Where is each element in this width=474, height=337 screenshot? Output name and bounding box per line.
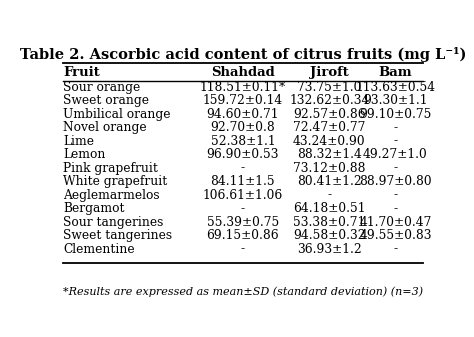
Text: Sweet tangerines: Sweet tangerines xyxy=(63,229,172,242)
Text: Umbilical orange: Umbilical orange xyxy=(63,108,171,121)
Text: 159.72±0.14: 159.72±0.14 xyxy=(203,94,283,107)
Text: -: - xyxy=(241,162,245,175)
Text: 99.10±0.75: 99.10±0.75 xyxy=(359,108,431,121)
Text: Sour orange: Sour orange xyxy=(63,81,140,94)
Text: 92.70±0.8: 92.70±0.8 xyxy=(210,121,275,134)
Text: Lime: Lime xyxy=(63,134,94,148)
Text: Pink grapefruit: Pink grapefruit xyxy=(63,162,158,175)
Text: Clementine: Clementine xyxy=(63,243,135,255)
Text: Shahdad: Shahdad xyxy=(211,66,275,80)
Text: Fruit: Fruit xyxy=(63,66,100,80)
Text: 41.70±0.47: 41.70±0.47 xyxy=(359,216,431,228)
Text: 49.27±1.0: 49.27±1.0 xyxy=(363,148,428,161)
Text: Bam: Bam xyxy=(379,66,412,80)
Text: 132.62±0.34: 132.62±0.34 xyxy=(289,94,369,107)
Text: 84.11±1.5: 84.11±1.5 xyxy=(210,175,275,188)
Text: 64.18±0.51: 64.18±0.51 xyxy=(293,202,365,215)
Text: 106.61±1.06: 106.61±1.06 xyxy=(203,189,283,202)
Text: 94.58±0.32: 94.58±0.32 xyxy=(293,229,365,242)
Text: 118.51±0.11*: 118.51±0.11* xyxy=(200,81,286,94)
Text: -: - xyxy=(393,189,397,202)
Text: 69.15±0.86: 69.15±0.86 xyxy=(207,229,279,242)
Text: -: - xyxy=(393,243,397,255)
Text: -: - xyxy=(393,121,397,134)
Text: -: - xyxy=(393,202,397,215)
Text: 72.47±0.77: 72.47±0.77 xyxy=(293,121,365,134)
Text: Table 2. Ascorbic acid content of citrus fruits (mg L⁻¹): Table 2. Ascorbic acid content of citrus… xyxy=(20,47,466,62)
Text: *Results are expressed as mean±SD (standard deviation) (n=3): *Results are expressed as mean±SD (stand… xyxy=(63,286,423,297)
Text: 49.55±0.83: 49.55±0.83 xyxy=(359,229,432,242)
Text: Lemon: Lemon xyxy=(63,148,105,161)
Text: Novel orange: Novel orange xyxy=(63,121,146,134)
Text: -: - xyxy=(241,202,245,215)
Text: 92.57±0.86: 92.57±0.86 xyxy=(293,108,365,121)
Text: -: - xyxy=(393,162,397,175)
Text: Jiroft: Jiroft xyxy=(310,66,349,80)
Text: 88.97±0.80: 88.97±0.80 xyxy=(359,175,432,188)
Text: 96.90±0.53: 96.90±0.53 xyxy=(207,148,279,161)
Text: 53.38±0.71: 53.38±0.71 xyxy=(293,216,365,228)
Text: White grapefruit: White grapefruit xyxy=(63,175,167,188)
Text: 55.39±0.75: 55.39±0.75 xyxy=(207,216,279,228)
Text: 73.12±0.88: 73.12±0.88 xyxy=(293,162,365,175)
Text: 80.41±1.2: 80.41±1.2 xyxy=(297,175,362,188)
Text: 93.30±1.1: 93.30±1.1 xyxy=(363,94,428,107)
Text: 52.38±1.1: 52.38±1.1 xyxy=(210,134,275,148)
Text: 94.60±0.71: 94.60±0.71 xyxy=(207,108,279,121)
Text: 113.63±0.54: 113.63±0.54 xyxy=(356,81,436,94)
Text: -: - xyxy=(393,134,397,148)
Text: 43.24±0.90: 43.24±0.90 xyxy=(293,134,365,148)
Text: 88.32±1.4: 88.32±1.4 xyxy=(297,148,362,161)
Text: Sour tangerines: Sour tangerines xyxy=(63,216,164,228)
Text: Bergamot: Bergamot xyxy=(63,202,124,215)
Text: -: - xyxy=(241,243,245,255)
Text: -: - xyxy=(327,189,331,202)
Text: Aeglemarmelos: Aeglemarmelos xyxy=(63,189,160,202)
Text: Sweet orange: Sweet orange xyxy=(63,94,149,107)
Text: 36.93±1.2: 36.93±1.2 xyxy=(297,243,362,255)
Text: 73.75±1.0: 73.75±1.0 xyxy=(297,81,362,94)
